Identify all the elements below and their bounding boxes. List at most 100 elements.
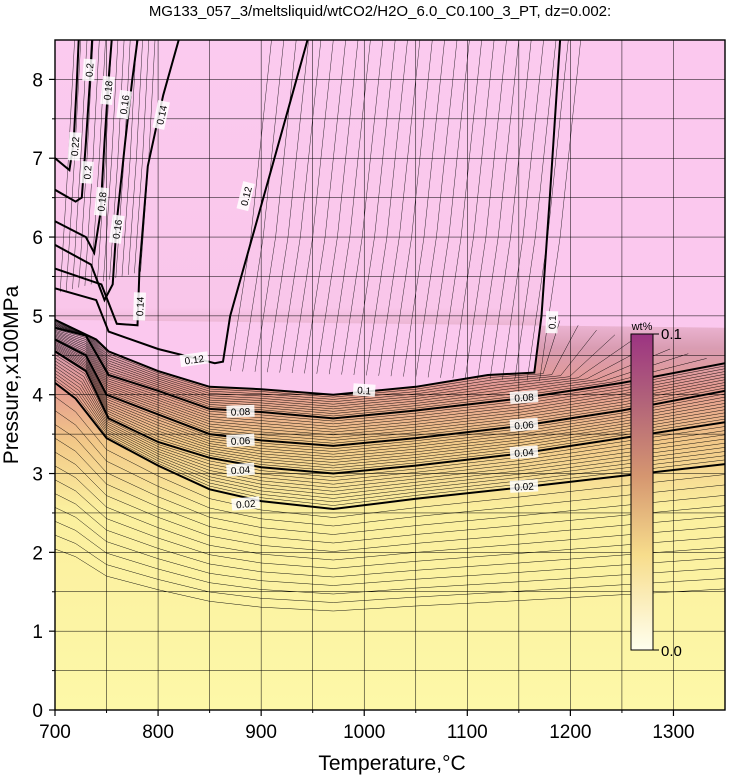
contour-0.02 [55, 382, 725, 511]
contour-label-bg [108, 214, 125, 244]
contour-label-text: 0.18 [103, 80, 116, 101]
contour-0.08 [55, 326, 725, 420]
minor-contour [55, 323, 634, 407]
contour-label-text: 0.14 [155, 104, 170, 126]
minor-contour [267, 40, 309, 373]
colorbar-min-label: 0.0 [661, 643, 682, 660]
plot-frame [54, 39, 726, 711]
contour-label-text: 0.08 [514, 392, 535, 404]
contour-label: 0.06 [226, 433, 255, 448]
contour-label-bg [226, 433, 255, 448]
minor-contour [55, 329, 725, 425]
minor-contour [55, 424, 725, 535]
minor-contour [55, 347, 725, 466]
minor-contour [55, 342, 725, 455]
contour-label-text: 0.2 [83, 165, 95, 180]
contour-label-bg [116, 89, 132, 120]
y-tick-label: 5 [32, 307, 43, 328]
minor-contour [514, 40, 557, 381]
minor-contour [55, 479, 725, 569]
contour-label: 0.1 [545, 310, 559, 334]
minor-contour [55, 348, 725, 469]
minor-contour [477, 40, 519, 379]
chart-title: MG133_057_3/meltsliquid/wtCO2/H2O_6.0_C0… [149, 3, 611, 20]
minor-contour [55, 325, 689, 414]
contour-label-bg [352, 383, 376, 397]
contour-label-text: 0.12 [239, 185, 254, 207]
contour-label: 0.04 [226, 462, 255, 477]
minor-contour [55, 345, 725, 460]
contour-label: 0.02 [509, 479, 539, 494]
minor-contour [128, 40, 143, 275]
x-axis-title: Temperature,°C [318, 752, 465, 775]
contour-label: 0.2 [82, 58, 96, 82]
contour-label-bg [179, 351, 209, 368]
contour-label-bg [152, 99, 170, 130]
minor-contour [55, 322, 616, 405]
contour-label: 0.04 [509, 445, 539, 460]
contour-label-text: 0.16 [119, 94, 133, 115]
contour-label-text: 0.1 [548, 315, 559, 330]
minor-contour [390, 40, 433, 377]
contour-label-bg [80, 161, 94, 184]
minor-contour [366, 40, 408, 376]
contour-0.04 [55, 350, 725, 475]
minor-contour [55, 521, 725, 595]
minor-contour [55, 373, 725, 499]
minor-contour [55, 346, 725, 463]
contour-label-bg [231, 496, 261, 511]
contour-label: 0.22 [67, 132, 82, 161]
x-tick-label: 1200 [549, 722, 591, 743]
minor-contour [403, 40, 445, 377]
contour-label: 0.08 [509, 390, 539, 405]
y-tick-label: 2 [32, 543, 43, 564]
contour-label-text: 0.08 [231, 407, 251, 419]
contour-label: 0.18 [93, 187, 109, 217]
contour-label-text: 0.06 [514, 420, 535, 432]
contour-label-bg [509, 445, 539, 460]
minor-contour [55, 493, 725, 578]
contour-label-text: 0.04 [514, 448, 535, 460]
minor-contour [55, 331, 725, 427]
contour-label: 0.08 [226, 404, 255, 419]
minor-contour [291, 40, 334, 374]
contour-label: 0.18 [100, 75, 116, 105]
contour-label-text: 0.1 [357, 386, 372, 398]
minor-contour [55, 534, 725, 603]
contour-label-bg [100, 75, 116, 105]
minor-contour [55, 338, 725, 444]
minor-contour [55, 334, 725, 436]
minor-contour [502, 40, 544, 380]
y-axis-title: Pressure,x100MPa [0, 285, 23, 464]
minor-contour [55, 438, 725, 544]
minor-contour [452, 40, 495, 379]
y-tick-label: 6 [32, 228, 43, 249]
contour-label-text: 0.02 [236, 499, 257, 512]
minor-contour [329, 40, 371, 375]
x-tick-label: 1300 [652, 722, 694, 743]
minor-contour [427, 40, 470, 378]
minor-contour [55, 354, 725, 478]
minor-contour [230, 40, 272, 372]
y-tick-label: 3 [32, 465, 43, 486]
contour-label: 0.14 [152, 99, 170, 130]
minor-contour [55, 548, 725, 612]
contour-label: 0.06 [509, 417, 539, 432]
minor-contour [55, 507, 725, 586]
minor-contour [55, 336, 725, 441]
minor-contour [55, 328, 725, 422]
contour-label-text: 0.04 [231, 465, 252, 477]
contour-label-bg [226, 462, 255, 477]
contour-label: 0.14 [133, 292, 147, 321]
contour-0.16 [55, 40, 139, 303]
contour-0.12 [55, 40, 309, 365]
minor-contour [341, 40, 383, 375]
contour-label-bg [67, 132, 82, 161]
minor-contour [242, 40, 284, 372]
colorbar-unit-label: wt% [631, 321, 653, 333]
minor-contour [465, 40, 507, 379]
contour-label-text: 0.12 [184, 354, 205, 368]
contour-label: 0.02 [231, 496, 261, 512]
minor-contour [353, 40, 396, 376]
colorbar-gradient [630, 333, 654, 651]
